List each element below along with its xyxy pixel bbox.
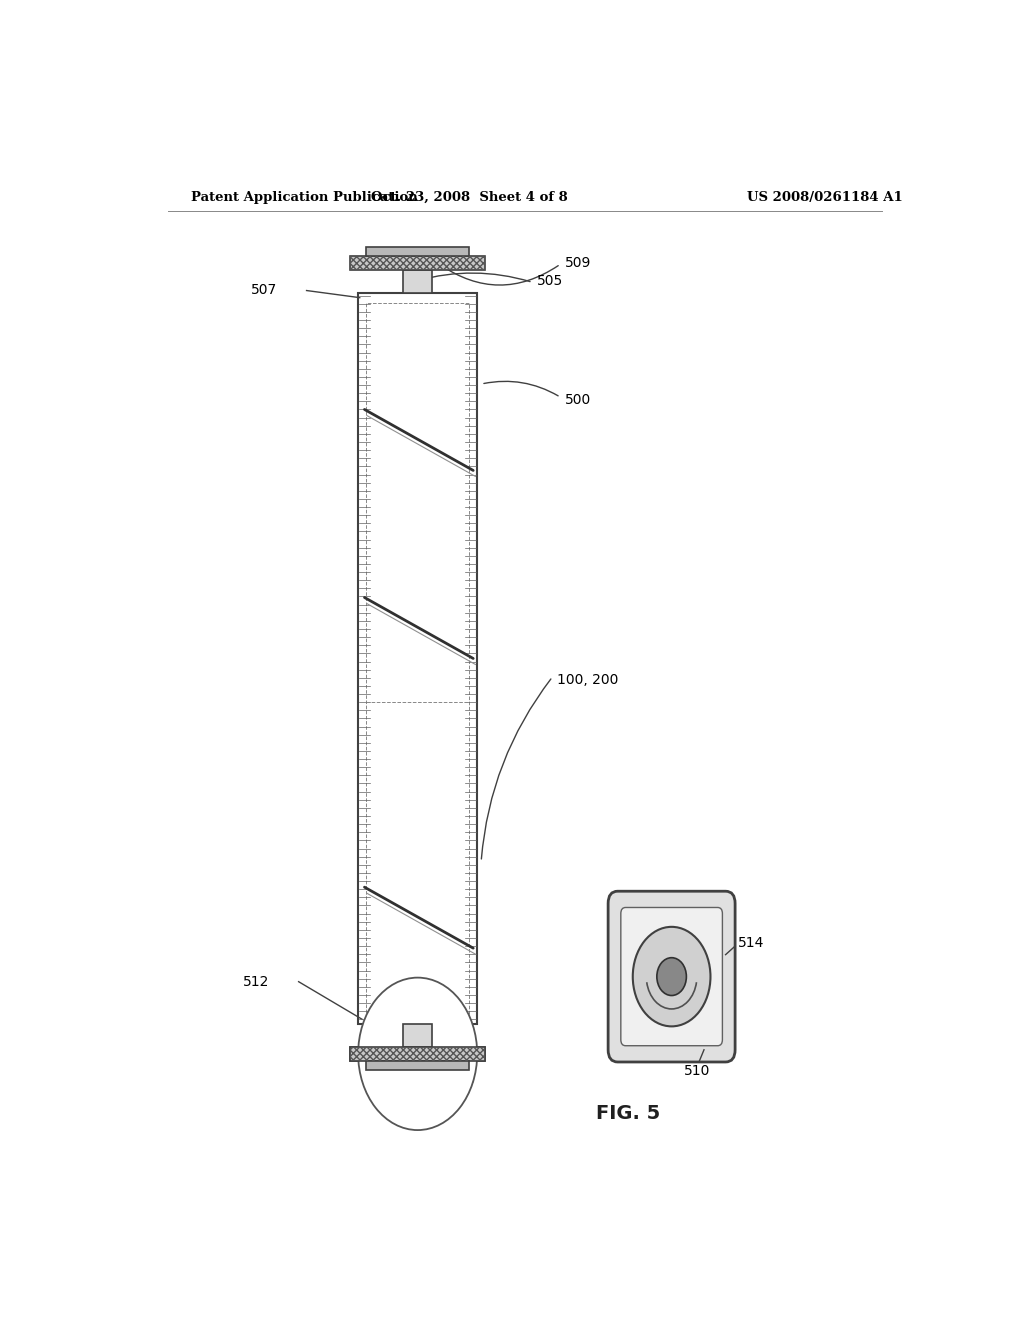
Text: FIG. 5: FIG. 5	[596, 1105, 660, 1123]
Bar	[403, 1024, 432, 1047]
Bar	[367, 302, 469, 1014]
Bar	[403, 1024, 432, 1047]
Circle shape	[358, 978, 477, 1130]
Text: Patent Application Publication: Patent Application Publication	[191, 190, 418, 203]
Text: Oct. 23, 2008  Sheet 4 of 8: Oct. 23, 2008 Sheet 4 of 8	[371, 190, 567, 203]
FancyBboxPatch shape	[621, 907, 722, 1045]
Text: 514: 514	[737, 936, 764, 950]
Bar	[350, 256, 485, 271]
Circle shape	[656, 958, 686, 995]
Text: 512: 512	[243, 974, 269, 989]
Bar	[350, 256, 485, 271]
Text: 507: 507	[251, 282, 278, 297]
Bar	[350, 1047, 485, 1061]
Bar	[350, 1047, 485, 1061]
Text: 509: 509	[564, 256, 591, 271]
Text: 510: 510	[419, 1081, 445, 1096]
Text: 500: 500	[564, 393, 591, 408]
Bar	[367, 247, 469, 256]
Text: 100, 200: 100, 200	[557, 673, 617, 686]
Text: US 2008/0261184 A1: US 2008/0261184 A1	[748, 190, 903, 203]
Bar	[403, 271, 432, 293]
Bar	[367, 1061, 469, 1071]
Circle shape	[633, 927, 711, 1027]
FancyBboxPatch shape	[608, 891, 735, 1063]
Bar	[358, 293, 477, 1024]
Bar	[367, 1061, 469, 1071]
Bar	[350, 1047, 485, 1061]
Text: 510: 510	[684, 1064, 710, 1078]
Text: 505: 505	[537, 275, 563, 288]
Bar	[350, 1047, 485, 1061]
